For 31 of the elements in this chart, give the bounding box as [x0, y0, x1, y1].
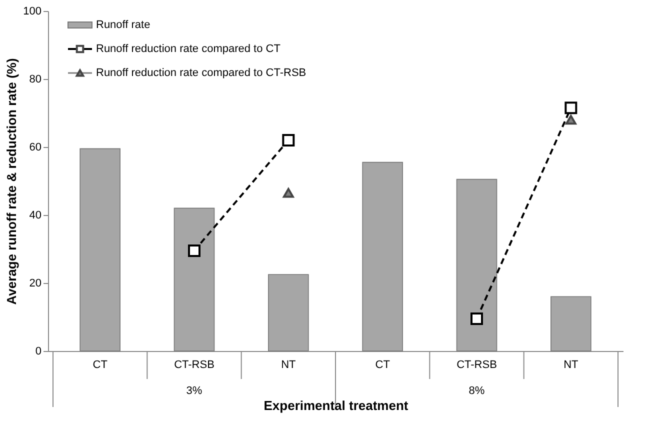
legend-label: Runoff reduction rate compared to CT-RSB: [96, 67, 306, 79]
y-tick-label: 40: [29, 210, 42, 222]
y-tick-label: 60: [29, 142, 42, 154]
y-tick-label: 80: [29, 74, 42, 86]
y-tick-label: 20: [29, 278, 42, 290]
legend-label: Runoff rate: [96, 19, 150, 31]
bar: [80, 148, 120, 352]
text: 8%: [468, 385, 485, 397]
legend-label: Runoff reduction rate compared to CT: [96, 43, 281, 55]
point: [282, 134, 295, 146]
point: [470, 312, 483, 325]
y-axis-title: Average runoff rate & reduction rate (%): [4, 58, 20, 305]
point: [564, 102, 578, 114]
y-tick-label: 0: [35, 346, 42, 358]
x-axis-title: Experimental treatment: [264, 398, 409, 413]
point: [188, 244, 200, 257]
point: [282, 188, 294, 198]
bar: [456, 178, 498, 352]
bar: [174, 208, 215, 352]
y-tick-label: 100: [23, 6, 42, 18]
bar: [362, 162, 403, 352]
bar: [550, 296, 592, 352]
x-tick-label: CT-RSB: [174, 359, 214, 371]
bar: [268, 274, 309, 352]
x-tick-label: CT-RSB: [456, 359, 497, 371]
point: [565, 114, 576, 125]
x-tick-label: NT: [564, 359, 579, 371]
x-tick-label: NT: [281, 359, 296, 371]
x-tick-label: CT: [92, 359, 108, 371]
text: 3%: [186, 385, 202, 397]
x-tick-label: CT: [375, 359, 390, 371]
